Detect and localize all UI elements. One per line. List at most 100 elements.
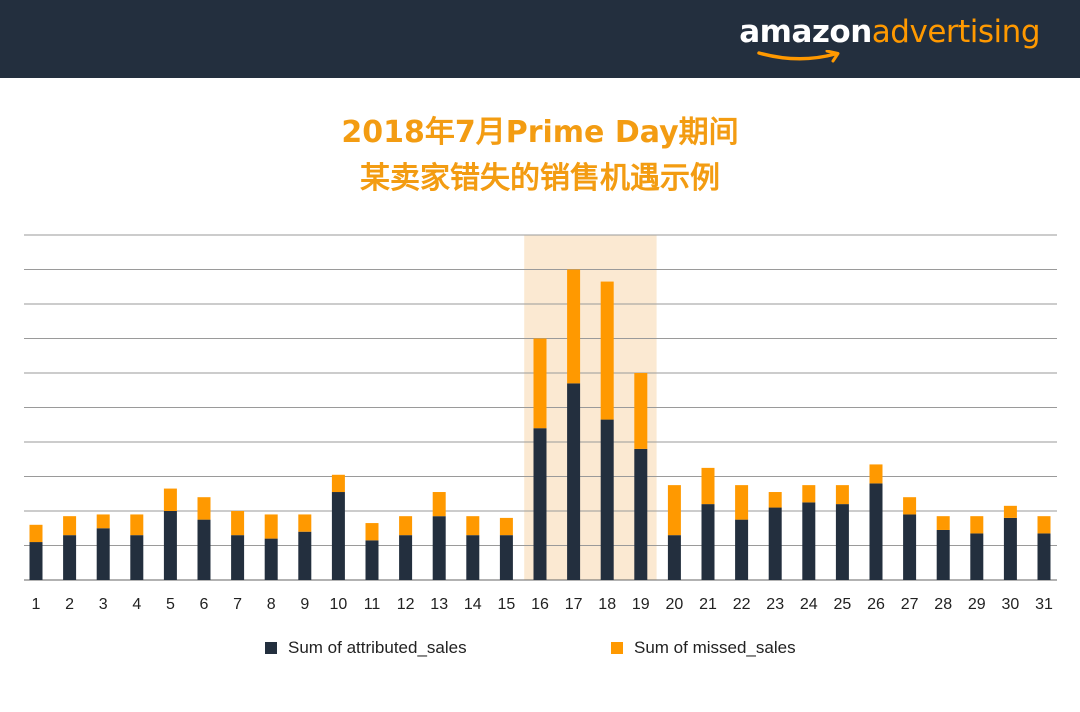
bar-missed-sales — [1003, 505, 1017, 518]
bar-attributed-sales — [499, 535, 513, 580]
x-tick-label: 14 — [464, 596, 482, 613]
x-tick-label: 2 — [65, 596, 74, 613]
legend-label-attributed-sales: Sum of attributed_sales — [288, 638, 467, 657]
x-tick-label: 19 — [632, 596, 650, 613]
bar-missed-sales — [298, 514, 312, 532]
x-tick-label: 7 — [233, 596, 242, 613]
x-tick-label: 5 — [166, 596, 175, 613]
bar-missed-sales — [802, 485, 816, 503]
bar-missed-sales — [197, 497, 211, 520]
chart-title-line-1: 2018年7月Prime Day期间 — [341, 115, 739, 150]
bar-attributed-sales — [264, 538, 278, 580]
bar-missed-sales — [499, 517, 513, 536]
x-tick-label: 30 — [1002, 596, 1020, 613]
bar-missed-sales — [163, 488, 177, 511]
chart-title-line-2: 某卖家错失的销售机遇示例 — [360, 161, 720, 196]
bar-attributed-sales — [735, 519, 749, 580]
bar-attributed-sales — [466, 535, 480, 580]
bar-attributed-sales — [869, 483, 883, 580]
stacked-bar-chart: 1 2 3 4 5 6 7 8 9 10 11 12 13 14 15 16 17 18 19 20 21 22 23 24 2… — [24, 234, 1057, 613]
x-tick-label: 8 — [267, 596, 276, 613]
bar-attributed-sales — [63, 535, 77, 580]
bar-missed-sales — [130, 514, 144, 536]
bar-missed-sales — [835, 485, 849, 505]
bar-attributed-sales — [903, 514, 917, 580]
x-tick-label: 16 — [531, 596, 549, 613]
bar-attributed-sales — [567, 383, 581, 580]
bar-missed-sales — [768, 492, 782, 508]
bar-missed-sales — [331, 474, 345, 493]
bar-attributed-sales — [29, 542, 43, 580]
bar-attributed-sales — [1037, 533, 1051, 580]
x-tick-label: 9 — [300, 596, 309, 613]
bar-missed-sales — [466, 516, 480, 536]
bar-attributed-sales — [768, 507, 782, 580]
bar-missed-sales — [1037, 516, 1051, 534]
bar-missed-sales — [567, 269, 581, 384]
logo-advertising-text: advertising — [871, 14, 1041, 50]
bar-missed-sales — [735, 485, 749, 520]
bar-missed-sales — [29, 524, 43, 543]
bar-attributed-sales — [331, 492, 345, 580]
x-tick-label: 1 — [32, 596, 41, 613]
x-tick-label: 23 — [766, 596, 784, 613]
x-tick-label: 28 — [934, 596, 952, 613]
logo-amazon-text: amazon — [739, 14, 872, 50]
bar-missed-sales — [701, 467, 715, 505]
bar-attributed-sales — [936, 529, 950, 580]
x-tick-label: 15 — [498, 596, 516, 613]
bar-missed-sales — [432, 492, 446, 517]
x-tick-label: 24 — [800, 596, 818, 613]
bar-attributed-sales — [835, 504, 849, 580]
bar-attributed-sales — [701, 504, 715, 580]
bar-missed-sales — [600, 281, 614, 420]
bar-missed-sales — [970, 516, 984, 534]
bar-missed-sales — [667, 485, 681, 536]
x-tick-label: 17 — [565, 596, 583, 613]
x-tick-label: 22 — [733, 596, 751, 613]
x-tick-label: 25 — [834, 596, 852, 613]
x-tick-label: 10 — [330, 596, 348, 613]
bar-attributed-sales — [533, 428, 547, 580]
bar-missed-sales — [231, 511, 245, 536]
legend-swatch-missed-sales — [611, 642, 623, 654]
x-tick-label: 20 — [666, 596, 684, 613]
x-tick-label: 3 — [99, 596, 108, 613]
header-bar: amazonadvertising — [0, 0, 1080, 78]
bar-missed-sales — [365, 523, 379, 541]
bar-missed-sales — [634, 373, 648, 449]
bar-missed-sales — [533, 338, 547, 429]
x-tick-label: 29 — [968, 596, 986, 613]
x-tick-label: 4 — [132, 596, 141, 613]
x-tick-label: 27 — [901, 596, 919, 613]
bar-attributed-sales — [432, 516, 446, 580]
bar-attributed-sales — [96, 528, 110, 580]
x-tick-label: 11 — [364, 596, 381, 613]
x-tick-label: 26 — [867, 596, 885, 613]
bar-attributed-sales — [399, 535, 413, 580]
bar-attributed-sales — [365, 540, 379, 580]
bar-missed-sales — [264, 514, 278, 539]
bar-attributed-sales — [802, 502, 816, 580]
x-tick-label: 6 — [200, 596, 209, 613]
bar-missed-sales — [869, 464, 883, 484]
bar-missed-sales — [399, 516, 413, 536]
x-tick-label: 21 — [699, 596, 717, 613]
chart-legend: Sum of attributed_sales Sum of missed_sa… — [0, 638, 1080, 662]
bar-attributed-sales — [298, 531, 312, 580]
x-tick-label: 18 — [598, 596, 616, 613]
bar-attributed-sales — [600, 419, 614, 580]
bar-attributed-sales — [130, 535, 144, 580]
amazon-smile-icon — [757, 50, 840, 63]
bar-missed-sales — [96, 514, 110, 529]
amazon-advertising-logo: amazonadvertising — [739, 14, 1041, 64]
x-tick-label: 31 — [1035, 596, 1053, 613]
bar-attributed-sales — [970, 533, 984, 580]
legend-item-attributed-sales: Sum of attributed_sales — [265, 638, 467, 658]
bar-missed-sales — [63, 516, 77, 536]
bar-missed-sales — [936, 516, 950, 530]
bar-attributed-sales — [634, 448, 648, 580]
bar-attributed-sales — [1003, 517, 1017, 580]
x-tick-label: 12 — [397, 596, 415, 613]
bar-missed-sales — [903, 497, 917, 515]
